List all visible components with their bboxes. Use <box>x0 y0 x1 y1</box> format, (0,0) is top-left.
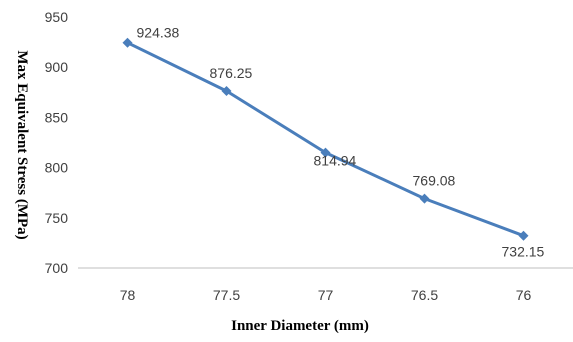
series-line <box>126 41 525 238</box>
data-label: 732.15 <box>502 244 545 260</box>
series-markers <box>122 37 529 241</box>
x-tick-label: 77 <box>318 287 334 303</box>
x-axis-title: Inner Diameter (mm) <box>231 318 369 334</box>
data-label: 876.25 <box>210 65 253 81</box>
x-tick-label: 76 <box>516 287 532 303</box>
y-tick-label: 700 <box>45 260 69 276</box>
data-labels: 924.38 876.25 814.94 769.08 732.15 <box>137 25 545 260</box>
data-label: 769.08 <box>413 173 456 189</box>
data-point-marker <box>221 86 232 97</box>
y-axis-title: Max Equivalent Stress (MPa) <box>14 50 30 239</box>
y-tick-label: 800 <box>45 160 69 176</box>
y-tick-label: 900 <box>45 59 69 75</box>
data-label: 924.38 <box>137 25 180 41</box>
x-tick-label: 77.5 <box>213 287 240 303</box>
x-tick-label: 76.5 <box>411 287 438 303</box>
y-tick-label: 750 <box>45 210 69 226</box>
data-point-marker <box>518 230 529 241</box>
data-point-marker <box>419 193 430 204</box>
y-tick-label: 950 <box>45 9 69 25</box>
x-tick-label: 78 <box>120 287 136 303</box>
x-axis-ticks: 78 77.5 77 76.5 76 <box>120 287 532 303</box>
data-point-marker <box>122 37 133 48</box>
y-axis-ticks: 700 750 800 850 900 950 <box>45 9 69 276</box>
data-point-marker <box>320 147 331 158</box>
y-tick-label: 850 <box>45 109 69 125</box>
data-label: 814.94 <box>314 153 357 169</box>
